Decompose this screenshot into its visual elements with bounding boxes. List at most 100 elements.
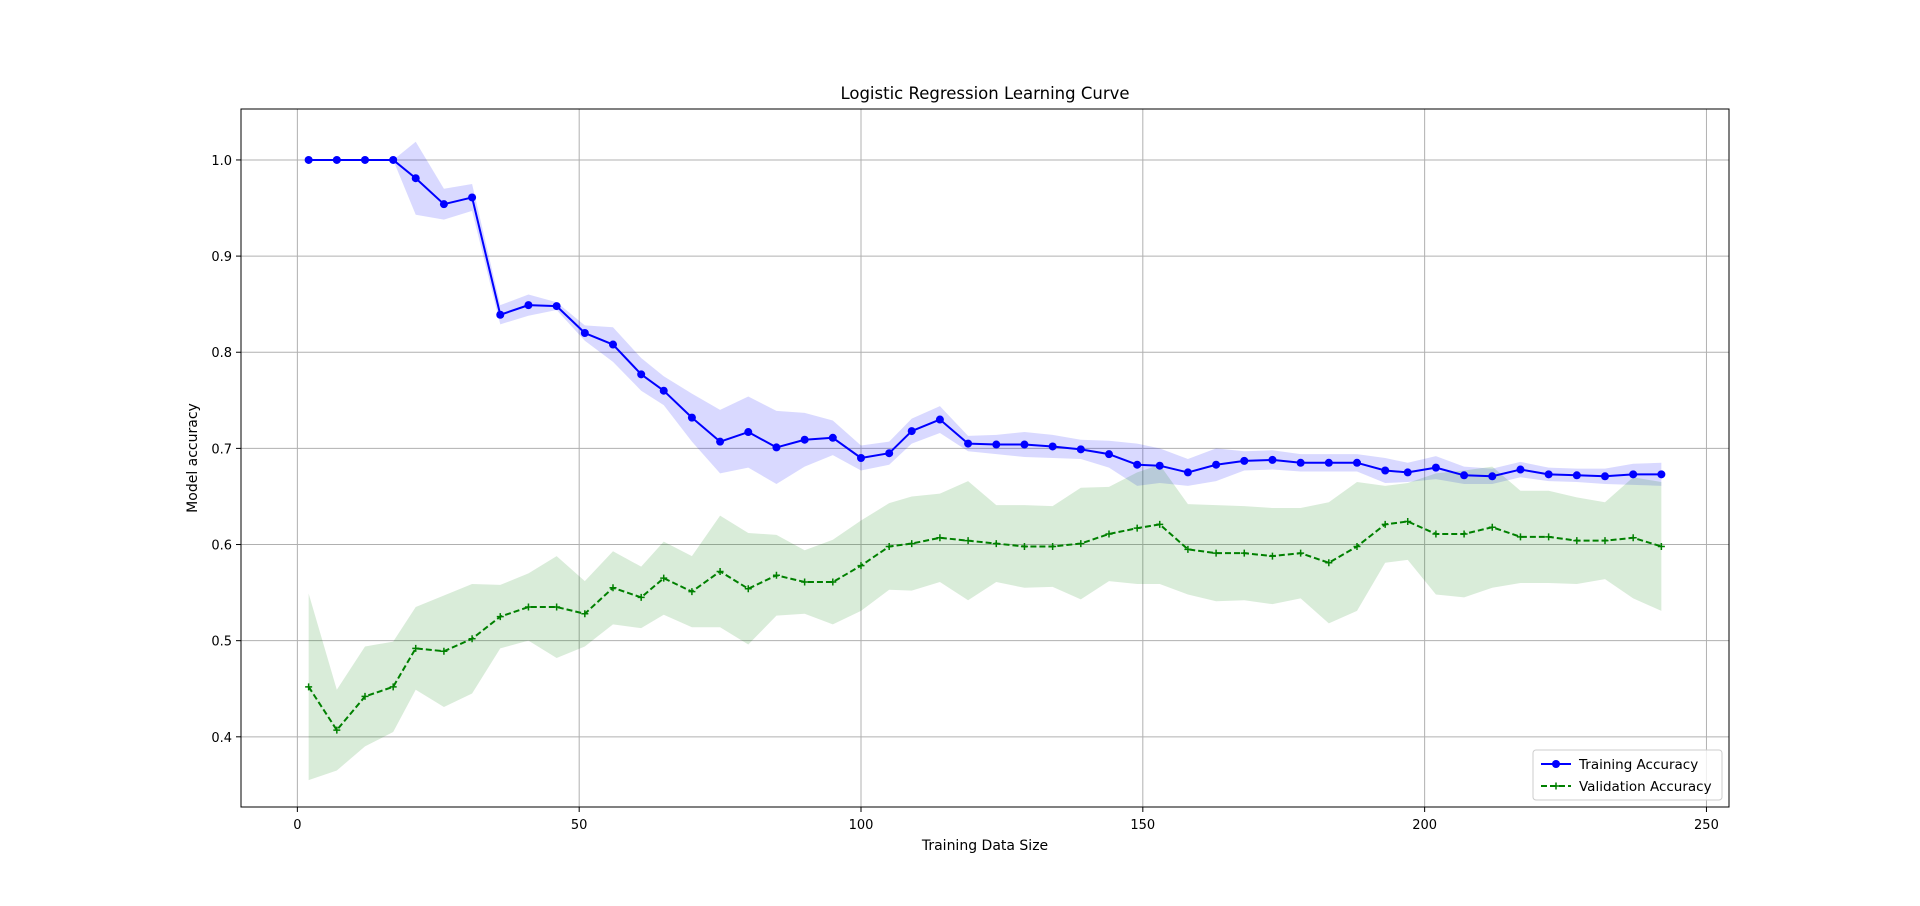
point-training (304, 155, 313, 164)
point-validation (801, 578, 809, 586)
series-markers (304, 155, 1666, 734)
point-training (907, 427, 916, 436)
point-validation (908, 540, 916, 548)
point-training (1488, 472, 1497, 481)
axes-frame (240, 108, 1730, 808)
point-training (828, 433, 837, 442)
point-validation (1268, 552, 1276, 560)
point-validation (1297, 549, 1305, 557)
y-tick-label: 0.4 (211, 731, 232, 746)
y-axis-label: Model accuracy (185, 403, 201, 513)
point-training (1183, 468, 1192, 477)
legend-label-validation: Validation Accuracy (1579, 779, 1712, 795)
point-validation (412, 644, 420, 652)
point-validation (1460, 530, 1468, 538)
point-training (1516, 465, 1525, 474)
point-validation (1325, 559, 1333, 567)
series-lines (307, 158, 1662, 732)
point-training (1212, 460, 1221, 469)
point-training (800, 435, 809, 444)
x-tick-label: 100 (849, 818, 874, 833)
point-validation (1184, 545, 1192, 553)
point-validation (1133, 524, 1141, 532)
legend-box (1532, 749, 1723, 801)
point-training (772, 443, 781, 452)
y-tick-label: 0.8 (211, 346, 232, 361)
point-validation (1404, 517, 1412, 525)
point-training (1381, 466, 1390, 475)
point-training (1431, 463, 1440, 472)
point-validation (1601, 537, 1609, 545)
point-validation (1240, 549, 1248, 557)
line-training (308, 158, 1662, 478)
chart-title: Logistic Regression Learning Curve (840, 84, 1129, 103)
point-training (1105, 450, 1113, 459)
x-tick-label: 150 (1130, 818, 1155, 833)
band-validation (308, 464, 1662, 781)
point-training (1296, 458, 1305, 467)
point-validation (1105, 530, 1113, 538)
point-training (1629, 470, 1638, 479)
point-training (1544, 470, 1553, 479)
point-validation (1049, 542, 1057, 550)
x-tick-label: 50 (571, 818, 588, 833)
point-validation (1020, 542, 1028, 550)
point-validation (496, 613, 504, 621)
x-tick-label: 200 (1412, 818, 1437, 833)
point-training (885, 449, 894, 458)
point-validation (581, 610, 589, 618)
y-tick-label: 0.6 (211, 539, 232, 554)
point-training (1353, 458, 1361, 467)
point-validation (885, 542, 893, 550)
point-training (1572, 471, 1581, 480)
point-validation (333, 726, 341, 734)
point-training (637, 370, 646, 379)
point-training (496, 310, 505, 319)
confidence-bands (308, 141, 1662, 781)
point-training (468, 193, 477, 202)
point-validation (524, 603, 532, 611)
point-validation (744, 585, 752, 593)
y-tick-label: 0.9 (211, 250, 232, 265)
point-validation (1516, 533, 1524, 541)
point-training (1076, 445, 1085, 454)
point-validation (468, 635, 476, 643)
point-validation (440, 647, 448, 655)
point-training (1133, 460, 1142, 469)
point-training (1155, 461, 1164, 470)
point-training (332, 155, 341, 164)
point-validation (1156, 520, 1164, 528)
y-tick-label: 1.0 (211, 154, 232, 169)
point-training (389, 155, 398, 164)
line-validation (307, 520, 1662, 732)
point-training (964, 439, 973, 448)
point-training (1048, 442, 1057, 451)
point-training (1240, 456, 1249, 465)
point-training (935, 415, 944, 424)
legend-marker-validation (1552, 782, 1560, 790)
point-validation (1573, 537, 1581, 545)
point-validation (964, 537, 972, 545)
axis-ticks: 0 50 100 150 200 250 0.4 0.5 0.6 0.7 0.8 0.9 1.0 (211, 154, 1719, 833)
point-validation (716, 567, 724, 575)
point-validation (389, 683, 397, 691)
legend-label-training: Training Accuracy (1578, 757, 1698, 773)
point-training (1601, 472, 1609, 481)
point-training (609, 340, 617, 349)
x-tick-label: 250 (1694, 818, 1719, 833)
x-axis-label: Training Data Size (921, 838, 1048, 854)
point-training (716, 437, 725, 446)
point-validation (992, 540, 1000, 548)
point-training (411, 174, 420, 183)
point-validation (1353, 542, 1361, 550)
y-tick-label: 0.7 (211, 442, 232, 457)
point-training (1268, 455, 1277, 464)
point-training (659, 386, 668, 395)
point-validation (1657, 542, 1665, 550)
point-training (1020, 440, 1029, 449)
point-validation (829, 578, 837, 586)
legend: Training Accuracy Validation Accuracy (1532, 749, 1723, 801)
point-validation (857, 562, 865, 570)
y-tick-label: 0.5 (211, 635, 232, 650)
